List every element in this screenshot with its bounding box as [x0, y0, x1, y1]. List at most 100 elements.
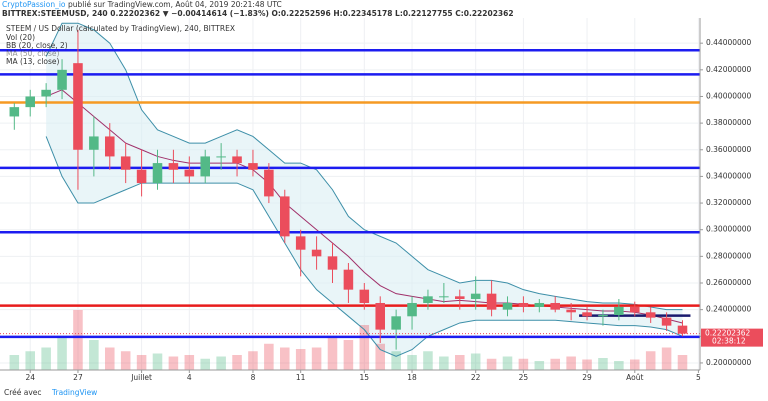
y-tick-label: 0.44000000 [706, 38, 752, 47]
legend-vol: Vol (20) [6, 33, 35, 42]
volume-bar [645, 351, 656, 370]
volume-bar [661, 347, 672, 370]
candle-body [518, 302, 529, 307]
candle-body [9, 107, 20, 117]
candle-body [105, 136, 115, 157]
candle-body [136, 169, 147, 184]
candle-body [582, 312, 592, 317]
volume-bar [582, 359, 592, 370]
legend-bb: BB (20, close, 2) [6, 41, 68, 50]
ma13-line [45, 89, 683, 324]
volume-bar [630, 359, 640, 370]
volume-bar [550, 358, 560, 370]
y-tick-label: 0.26000000 [706, 278, 752, 287]
candle-body [550, 302, 560, 310]
x-tick-label: Août [626, 373, 643, 382]
candle-body [295, 236, 306, 250]
candle-body [73, 63, 83, 150]
candle-body [311, 249, 322, 257]
volume-bar [9, 355, 20, 370]
candle-body [25, 96, 35, 108]
volume-bar [25, 351, 35, 370]
candle-body [184, 169, 195, 177]
volume-bar [439, 356, 449, 370]
y-tick-label: 0.24000000 [706, 305, 752, 314]
x-tick-label: 22 [471, 373, 481, 382]
volume-bar [407, 355, 417, 370]
candle-body [120, 156, 131, 170]
volume-bar [41, 347, 51, 370]
candle-body [280, 196, 290, 237]
volume-bar [470, 353, 481, 370]
candle-body [455, 296, 465, 299]
x-tick-label: 29 [582, 373, 592, 382]
volume-bar [423, 351, 433, 370]
candle-body [566, 309, 576, 313]
volume-bar [200, 358, 210, 370]
candle-body [391, 316, 401, 330]
y-tick-label: 0.38000000 [706, 118, 752, 127]
candle-body [200, 156, 210, 177]
legend-title: STEEM / US Dollar (calculated by Trading… [6, 24, 235, 33]
volume-bar [614, 361, 624, 370]
y-tick-label: 0.28000000 [706, 251, 752, 260]
y-tick-label: 0.34000000 [706, 171, 752, 180]
candle-body [264, 169, 274, 197]
candle-body [359, 289, 370, 303]
volume-bar [518, 358, 529, 370]
plot [0, 22, 700, 370]
x-tick-label: 27 [73, 373, 83, 382]
candle-body [168, 163, 179, 170]
volume-bar [391, 351, 401, 370]
footer-made: Créé avec [4, 388, 42, 397]
bb-lower [45, 136, 683, 357]
candle-body [645, 312, 656, 318]
candle-body [614, 306, 624, 315]
candle-body [486, 293, 497, 310]
candle-body [152, 163, 163, 184]
y-tick-label: 0.30000000 [706, 225, 752, 234]
author[interactable]: CryptoPassion_io [2, 0, 66, 9]
symbol-line: BITTREX:STEEMUSD, 240 0.22202362 ▼ −0.00… [2, 9, 514, 18]
volume-bar [343, 340, 354, 370]
x-tick-label: 11 [296, 373, 306, 382]
last-price-label: 0.22202362 [705, 329, 751, 338]
last-price-box [701, 328, 763, 347]
volume-bar [502, 356, 513, 370]
volume-bar [486, 358, 497, 370]
x-tick-label: 18 [407, 373, 417, 382]
candle-body [661, 317, 672, 326]
candle-body [216, 156, 226, 158]
volume-bar [455, 355, 465, 370]
volume-bar [136, 355, 147, 370]
x-tick-label: 25 [519, 373, 529, 382]
volume-bar [280, 347, 290, 370]
volume-bar [73, 310, 83, 370]
candle-body [502, 302, 513, 310]
candle-body [248, 163, 258, 170]
volume-bar [57, 336, 67, 370]
volume-bar [359, 325, 370, 370]
x-tick-label: 15 [360, 373, 370, 382]
candle-body [89, 136, 99, 150]
candle-body [470, 293, 481, 299]
volume-bar [120, 351, 131, 370]
candle-body [598, 314, 608, 317]
candle-body [375, 302, 385, 330]
candle-body [232, 156, 242, 164]
volume-bar [598, 358, 608, 370]
volume-bar [216, 356, 226, 370]
candle-body [343, 269, 354, 290]
volume-bar [311, 347, 322, 370]
volume-bar [375, 343, 385, 370]
volume-bar [534, 361, 545, 370]
volume-bar [184, 355, 195, 370]
footer-brand[interactable]: TradingView [51, 388, 97, 397]
x-tick-label: Juillet [130, 373, 152, 382]
volume-bar [327, 336, 338, 370]
volume-bar [295, 349, 306, 370]
candle-body [57, 69, 67, 90]
volume-bar [152, 353, 163, 370]
